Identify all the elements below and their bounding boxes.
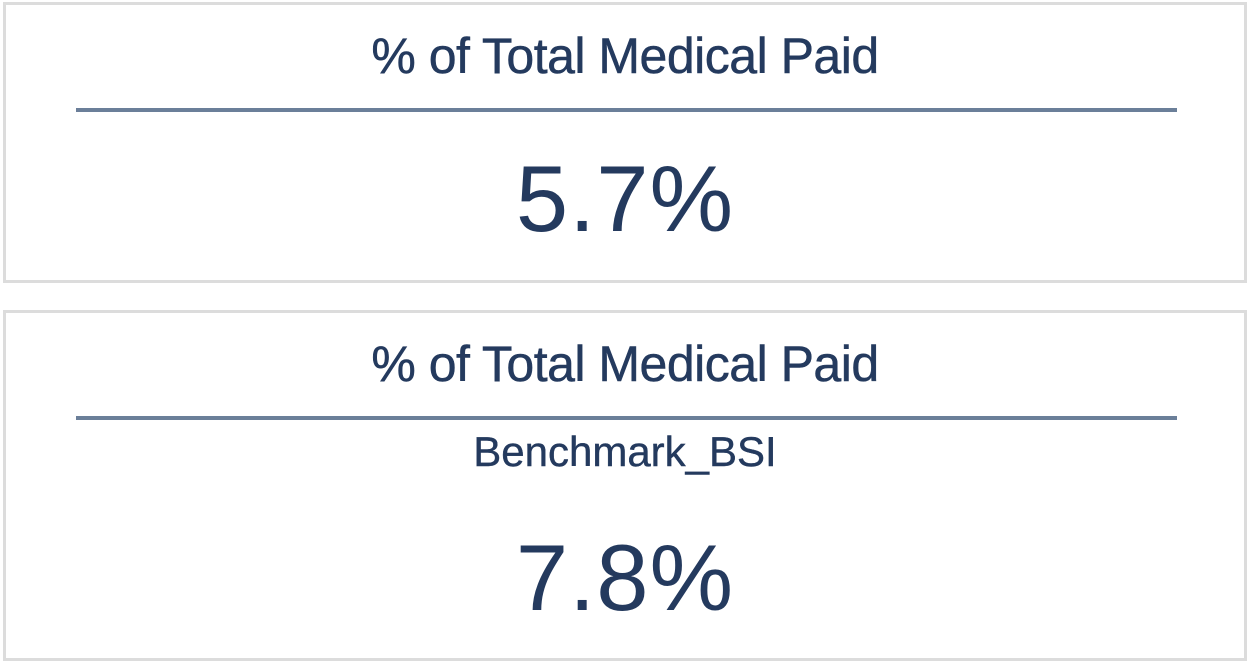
- card-title: % of Total Medical Paid: [371, 336, 879, 393]
- metric-value: 5.7%: [515, 146, 735, 251]
- card-title: % of Total Medical Paid: [371, 28, 879, 85]
- kpi-card-benchmark: % of Total Medical Paid Benchmark_BSI 7.…: [3, 310, 1247, 661]
- benchmark-metric-value: 7.8%: [515, 525, 735, 630]
- kpi-card-total-medical-paid: % of Total Medical Paid 5.7%: [3, 2, 1247, 283]
- title-divider: [76, 108, 1177, 112]
- title-divider: [76, 416, 1177, 420]
- benchmark-label: Benchmark_BSI: [473, 428, 777, 475]
